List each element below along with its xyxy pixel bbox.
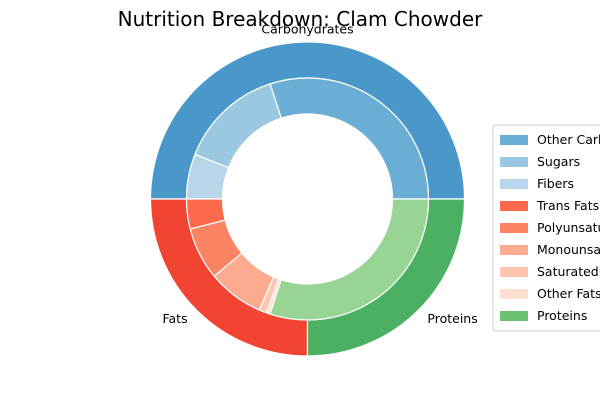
legend-swatch-saturated-fats <box>500 267 528 277</box>
legend-label-monounsaturated-fats: Monounsaturated Fats <box>537 242 600 257</box>
inner-wedge-proteins <box>269 198 430 321</box>
legend-swatch-trans-fats <box>500 201 528 211</box>
legend-frame <box>492 124 600 332</box>
legend-label-trans-fats: Trans Fats <box>536 198 599 213</box>
legend: Other Carbohydrates Sugars Fibers Trans Fat… <box>492 124 600 332</box>
legend-label-proteins: Proteins <box>537 308 587 323</box>
legend-swatch-monounsaturated-fats <box>500 245 528 255</box>
inner-ring <box>185 77 430 321</box>
legend-swatch-other-fats <box>500 289 528 299</box>
ring-label-proteins: Proteins <box>427 311 477 326</box>
legend-swatch-other-carbohydrates <box>500 135 528 145</box>
ring-label-carbohydrates: Carbohydrates <box>261 21 353 36</box>
legend-label-sugars: Sugars <box>537 154 580 169</box>
legend-swatch-proteins <box>500 311 528 321</box>
outer-ring-labels: Carbohydrates Fats Proteins <box>162 21 477 325</box>
legend-label-saturated-fats: Saturated Fats <box>537 264 600 279</box>
legend-swatch-polyunsaturated-fats <box>500 223 528 233</box>
legend-label-polyunsaturated-fats: Polyunsaturated Fats <box>537 220 600 235</box>
legend-swatch-sugars <box>500 157 528 167</box>
legend-label-other-carbohydrates: Other Carbohydrates <box>537 132 600 147</box>
legend-label-fibers: Fibers <box>537 176 574 191</box>
legend-swatch-fibers <box>500 179 528 189</box>
ring-label-fats: Fats <box>162 311 187 326</box>
chart-title: Nutrition Breakdown: Clam Chowder <box>118 7 483 31</box>
legend-label-other-fats: Other Fats <box>537 286 600 301</box>
